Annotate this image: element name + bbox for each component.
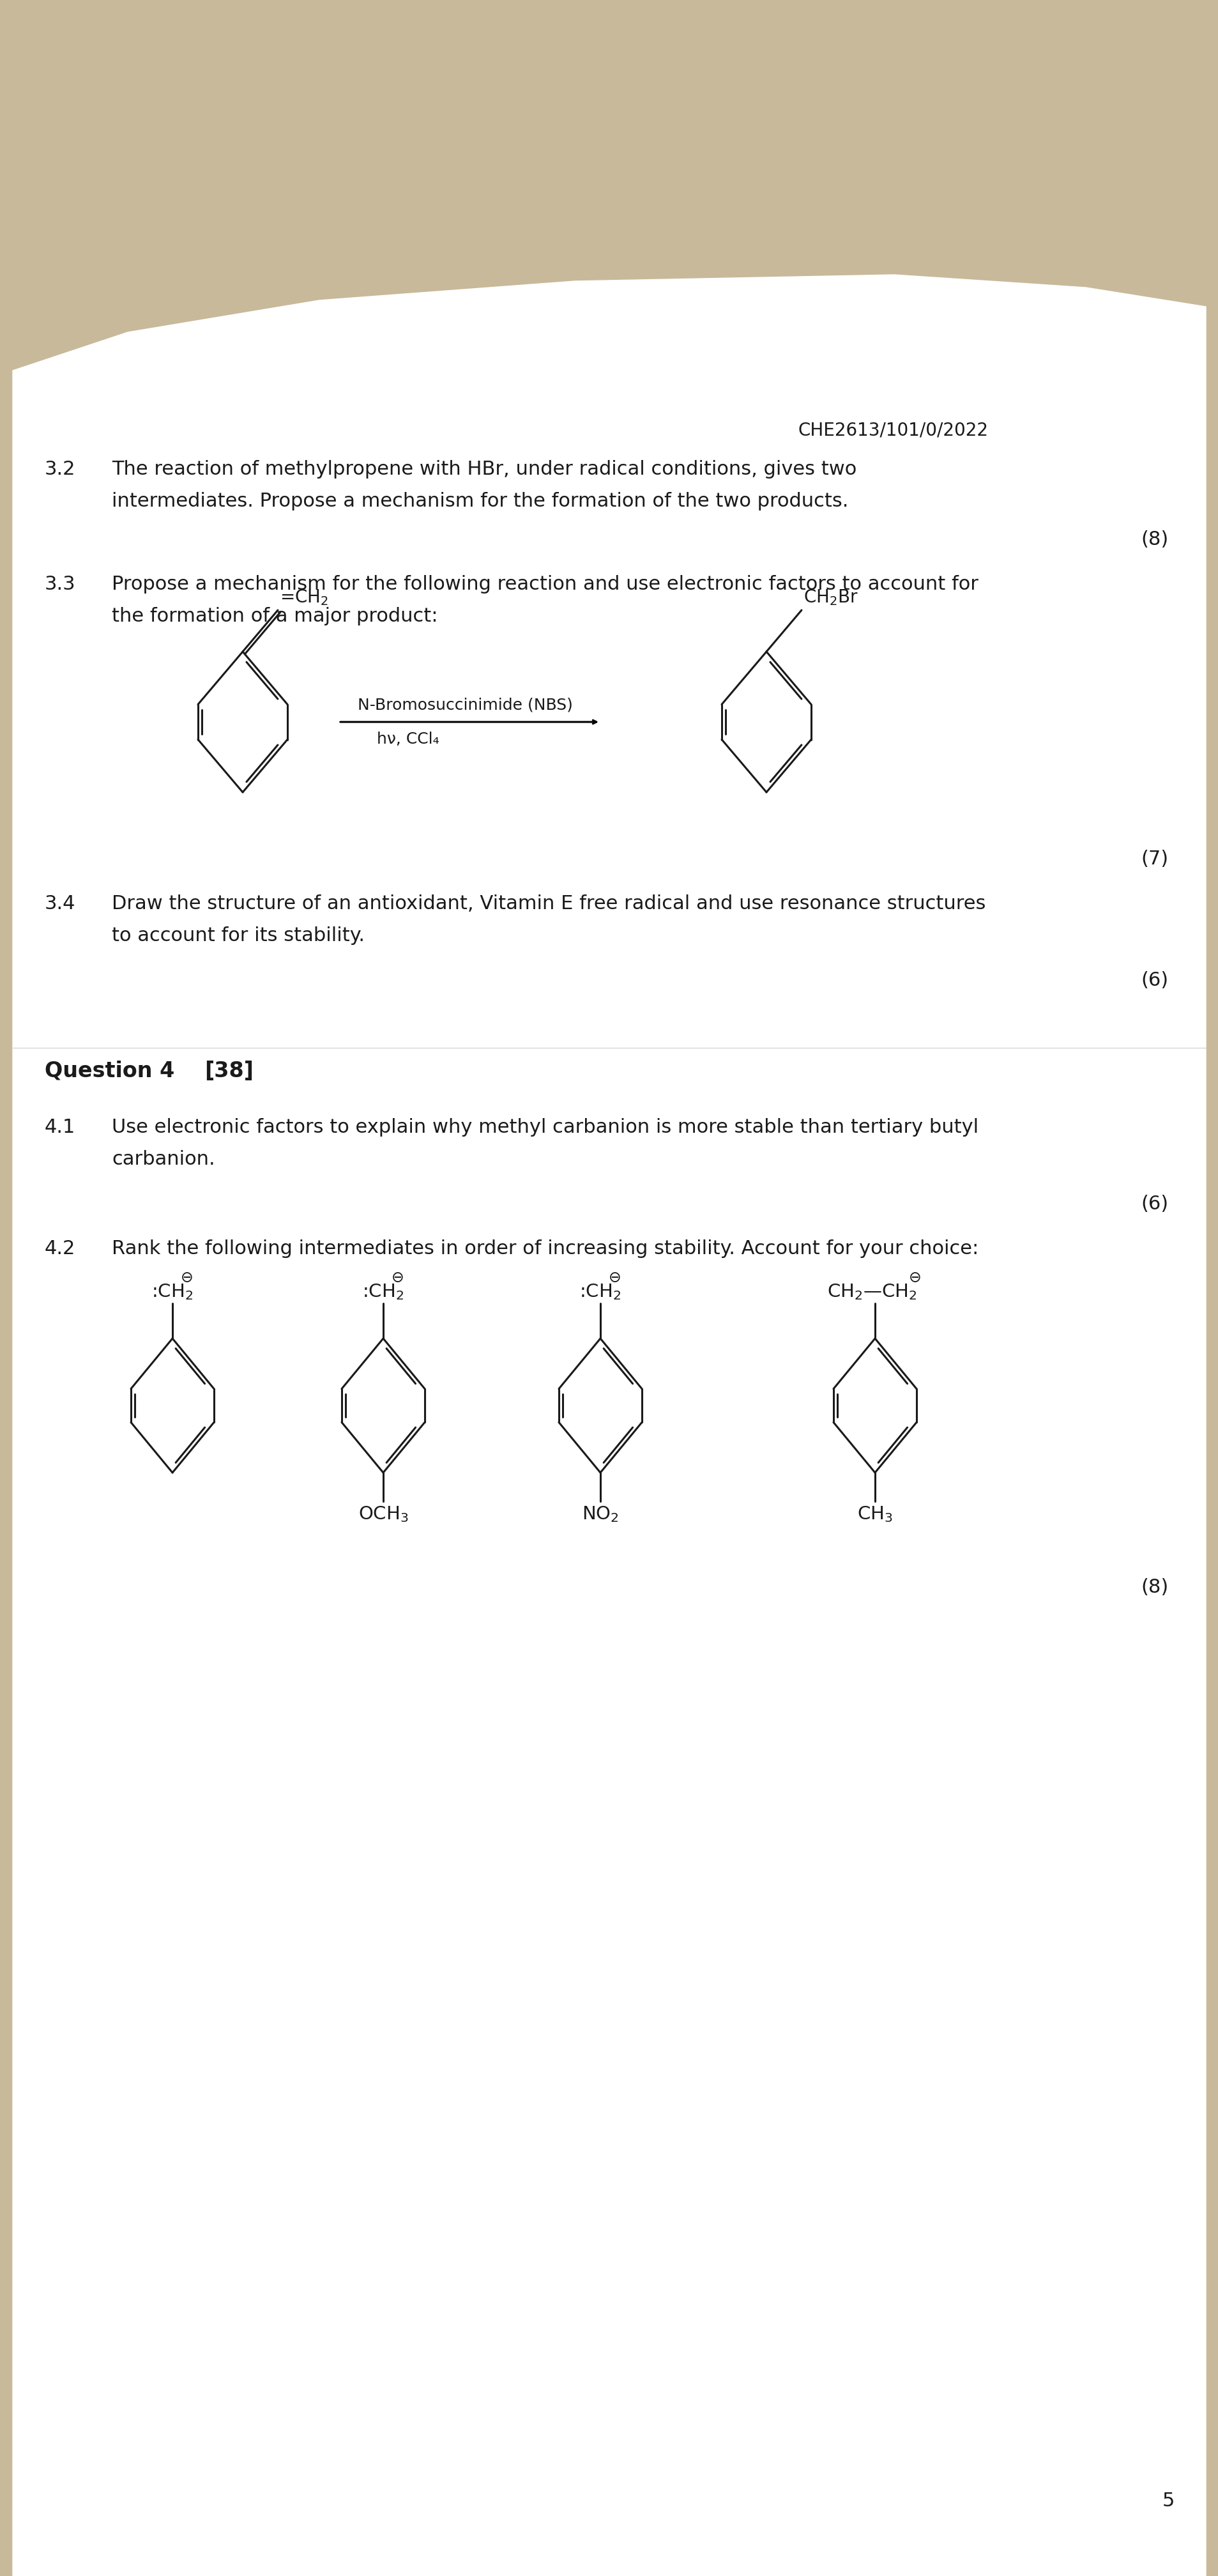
Text: carbanion.: carbanion. [112,1149,214,1170]
Text: hν, CCl₄: hν, CCl₄ [376,732,438,747]
Text: the formation of a major product:: the formation of a major product: [112,608,437,626]
Text: CH$_2$Br: CH$_2$Br [803,587,857,608]
Text: 4.1: 4.1 [45,1118,76,1136]
Text: N-Bromosuccinimide (NBS): N-Bromosuccinimide (NBS) [358,698,572,714]
Text: =CH$_2$: =CH$_2$ [280,587,328,608]
Text: :CH$_2$: :CH$_2$ [151,1283,194,1301]
Text: CHE2613/101/0/2022: CHE2613/101/0/2022 [798,422,988,440]
Text: NO$_2$: NO$_2$ [581,1504,619,1522]
Text: OCH$_3$: OCH$_3$ [358,1504,408,1522]
Text: Use electronic factors to explain why methyl carbanion is more stable than terti: Use electronic factors to explain why me… [112,1118,978,1136]
Text: [38]: [38] [205,1061,253,1082]
Text: (8): (8) [1140,1579,1168,1597]
Text: (6): (6) [1141,971,1168,989]
Text: Draw the structure of an antioxidant, Vitamin E free radical and use resonance s: Draw the structure of an antioxidant, Vi… [112,894,985,912]
Text: Question 4: Question 4 [45,1061,174,1082]
Text: to account for its stability.: to account for its stability. [112,927,364,945]
Text: CH$_2$—CH$_2$: CH$_2$—CH$_2$ [827,1283,916,1301]
Text: (6): (6) [1141,1195,1168,1213]
Text: :CH$_2$: :CH$_2$ [362,1283,404,1301]
Text: (8): (8) [1140,531,1168,549]
Text: Rank the following intermediates in order of increasing stability. Account for y: Rank the following intermediates in orde… [112,1239,978,1257]
Text: 5: 5 [1162,2491,1174,2509]
Text: $\ominus$: $\ominus$ [608,1270,620,1285]
Text: $\ominus$: $\ominus$ [180,1270,192,1285]
Text: 3.2: 3.2 [45,461,76,479]
Text: Propose a mechanism for the following reaction and use electronic factors to acc: Propose a mechanism for the following re… [112,574,978,592]
Text: $\ominus$: $\ominus$ [391,1270,403,1285]
Text: intermediates. Propose a mechanism for the formation of the two products.: intermediates. Propose a mechanism for t… [112,492,848,510]
Text: 4.2: 4.2 [45,1239,76,1257]
Text: 3.3: 3.3 [45,574,76,592]
Text: The reaction of methylpropene with HBr, under radical conditions, gives two: The reaction of methylpropene with HBr, … [112,461,856,479]
Text: CH$_3$: CH$_3$ [856,1504,893,1522]
Text: :CH$_2$: :CH$_2$ [580,1283,621,1301]
Text: (7): (7) [1141,850,1168,868]
Text: $\ominus$: $\ominus$ [907,1270,921,1285]
Text: 3.4: 3.4 [45,894,76,912]
Polygon shape [12,276,1206,2576]
